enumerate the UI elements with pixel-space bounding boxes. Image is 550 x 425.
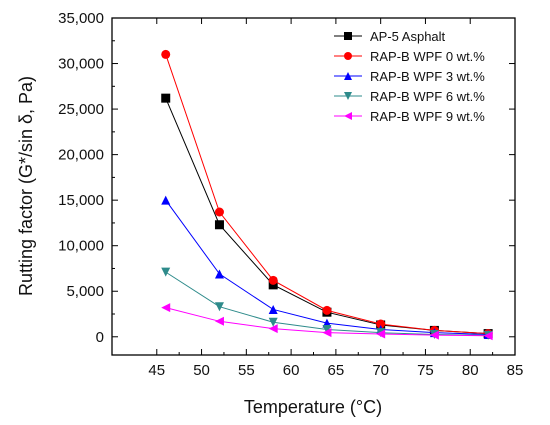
y-tick-label: 35,000 xyxy=(58,10,104,27)
y-tick-label: 30,000 xyxy=(58,56,104,73)
legend-marker xyxy=(344,72,352,80)
data-point xyxy=(322,324,332,334)
legend-item: RAP-B WPF 3 wt.% xyxy=(334,69,485,84)
legend-label: AP-5 Asphalt xyxy=(370,29,446,44)
y-tick-label: 25,000 xyxy=(58,101,104,118)
data-point xyxy=(214,269,224,279)
x-tick-label: 80 xyxy=(462,362,479,379)
data-point xyxy=(429,330,439,340)
x-tick-label: 55 xyxy=(238,362,255,379)
legend-marker xyxy=(344,52,352,60)
y-tick-label: 20,000 xyxy=(58,147,104,164)
data-point xyxy=(214,302,224,312)
data-point xyxy=(376,319,386,329)
data-point xyxy=(214,316,224,326)
legend-marker xyxy=(344,92,352,100)
legend-label: RAP-B WPF 9 wt.% xyxy=(370,109,485,124)
data-point xyxy=(161,267,171,277)
data-point xyxy=(268,317,278,327)
series-line xyxy=(165,97,489,335)
series-rap-b-wpf-9-wt- xyxy=(161,303,493,341)
y-axis-title: Rutting factor (G*/sin δ, Pa) xyxy=(16,76,36,296)
data-point xyxy=(268,304,278,314)
legend-label: RAP-B WPF 3 wt.% xyxy=(370,69,485,84)
legend-label: RAP-B WPF 0 wt.% xyxy=(370,49,485,64)
series-rap-b-wpf-6-wt- xyxy=(161,267,493,340)
y-tick-label: 10,000 xyxy=(58,238,104,255)
x-tick-label: 45 xyxy=(148,362,165,379)
data-point xyxy=(322,328,332,338)
y-tick-label: 5,000 xyxy=(66,283,104,300)
legend-marker xyxy=(344,32,352,40)
data-point xyxy=(268,324,278,334)
data-point xyxy=(268,280,278,290)
x-tick-label: 60 xyxy=(283,362,300,379)
legend-item: RAP-B WPF 0 wt.% xyxy=(334,49,485,64)
x-axis-title: Temperature (°C) xyxy=(244,397,382,417)
legend-item: RAP-B WPF 6 wt.% xyxy=(334,89,485,104)
y-tick-label: 15,000 xyxy=(58,192,104,209)
data-point xyxy=(268,275,278,285)
x-tick-label: 75 xyxy=(417,362,434,379)
data-point xyxy=(322,305,332,315)
series-layer xyxy=(161,49,493,341)
data-point xyxy=(161,195,171,205)
axis-ticks: 45 50 55 60 65 70 75 80 85 0 5,000 10,000 15,000 20,0… xyxy=(58,10,523,379)
data-point xyxy=(161,93,171,103)
data-point xyxy=(214,220,224,230)
series-rap-b-wpf-3-wt- xyxy=(161,195,493,340)
data-point xyxy=(161,303,171,313)
legend-label: RAP-B WPF 6 wt.% xyxy=(370,89,485,104)
legend-item: RAP-B WPF 9 wt.% xyxy=(334,109,485,124)
data-point xyxy=(376,329,386,339)
data-point xyxy=(483,331,493,341)
legend-item: AP-5 Asphalt xyxy=(334,29,446,44)
x-tick-label: 70 xyxy=(372,362,389,379)
legend: AP-5 Asphalt RAP-B WPF 0 wt.% RAP-B WPF 3 … xyxy=(334,29,485,124)
x-tick-label: 85 xyxy=(507,362,524,379)
data-point xyxy=(214,207,224,217)
legend-marker xyxy=(344,112,352,120)
y-tick-label: 0 xyxy=(96,329,104,346)
x-tick-label: 65 xyxy=(328,362,345,379)
x-tick-label: 50 xyxy=(193,362,210,379)
data-point xyxy=(161,49,171,59)
